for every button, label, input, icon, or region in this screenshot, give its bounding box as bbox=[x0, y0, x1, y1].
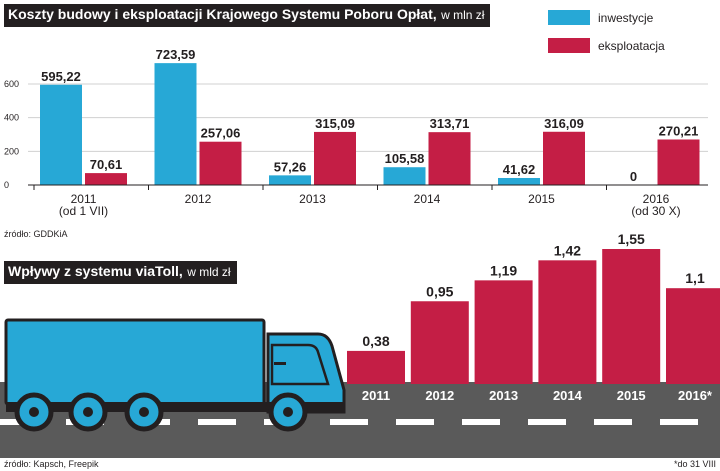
operation-bar-2013 bbox=[314, 131, 356, 185]
operation-value-label: 316,09 bbox=[544, 116, 584, 131]
viatoll-value-label: 1,55 bbox=[618, 231, 645, 247]
viatoll-year-label: 2013 bbox=[489, 388, 518, 403]
legend-label: eksploatacja bbox=[598, 39, 665, 53]
operation-value-label: 270,21 bbox=[659, 123, 699, 138]
truck-chassis bbox=[6, 402, 344, 412]
investment-bar-2015 bbox=[498, 177, 540, 185]
operation-bar-2012 bbox=[199, 141, 242, 185]
investment-value-label: 723,59 bbox=[156, 47, 196, 62]
x-category-label: 2013 bbox=[299, 192, 326, 206]
operation-bar-2016 bbox=[657, 139, 700, 185]
x-category-label: 2015 bbox=[528, 192, 555, 206]
viatoll-value-label: 1,42 bbox=[554, 242, 581, 258]
operation-value-label: 313,71 bbox=[430, 116, 470, 131]
legend-swatch bbox=[548, 10, 590, 25]
truck-window bbox=[270, 343, 330, 386]
top-chart-title: Koszty budowy i eksploatacji Krajowego S… bbox=[4, 4, 491, 27]
legend-label: inwestycje bbox=[598, 11, 654, 25]
y-tick-label: 400 bbox=[4, 113, 19, 123]
operation-value-label: 257,06 bbox=[201, 126, 241, 141]
y-tick-label: 600 bbox=[4, 79, 19, 89]
investment-bar-2013 bbox=[269, 175, 311, 185]
x-category-label: 2016 bbox=[643, 192, 670, 206]
investment-value-label: 0 bbox=[630, 169, 637, 184]
investment-bar-2014 bbox=[383, 167, 426, 185]
truck-hub bbox=[283, 407, 293, 417]
viatoll-value-label: 0,95 bbox=[426, 283, 453, 299]
investment-bar-2011 bbox=[40, 84, 82, 185]
viatoll-value-label: 1,19 bbox=[490, 262, 517, 278]
viatoll-bar-2011 bbox=[347, 350, 405, 384]
truck-hub bbox=[83, 407, 93, 417]
viatoll-year-label: 2015 bbox=[617, 388, 646, 403]
viatoll-year-label: 2011 bbox=[362, 388, 390, 403]
viatoll-year-label: 2016* bbox=[678, 388, 713, 403]
bottom-chart-title: Wpływy z systemu viaToll, w mld zł bbox=[4, 261, 237, 284]
y-tick-label: 0 bbox=[4, 180, 9, 190]
top-source: źródło: GDDKiA bbox=[4, 229, 68, 239]
investment-bar-2012 bbox=[154, 63, 197, 185]
viatoll-bar-2012 bbox=[410, 301, 469, 384]
viatoll-bar-2014 bbox=[538, 260, 597, 384]
viatoll-year-label: 2012 bbox=[425, 388, 454, 403]
operation-value-label: 70,61 bbox=[90, 157, 123, 172]
x-category-label: (od 1 VII) bbox=[59, 204, 108, 218]
truck-hub bbox=[29, 407, 39, 417]
operation-bar-2011 bbox=[85, 173, 127, 185]
viatoll-value-label: 0,38 bbox=[362, 333, 389, 349]
viatoll-bar-2013 bbox=[474, 280, 533, 384]
operation-value-label: 315,09 bbox=[315, 116, 355, 131]
cost-chart: 0 200 400 600 595,22 70,61 2011(od 1 VII) 723,5… bbox=[4, 10, 708, 218]
x-category-label: 2014 bbox=[414, 192, 441, 206]
bottom-footnote: *do 31 VIII bbox=[673, 459, 716, 469]
investment-value-label: 595,22 bbox=[41, 69, 81, 84]
operation-bar-2014 bbox=[428, 132, 471, 185]
viatoll-bar-2016* bbox=[666, 288, 720, 384]
investment-value-label: 57,26 bbox=[274, 159, 307, 174]
legend-swatch bbox=[548, 38, 590, 53]
x-category-label: (od 30 X) bbox=[631, 204, 680, 218]
x-category-label: 2011 bbox=[71, 192, 97, 206]
viatoll-value-label: 1,1 bbox=[685, 270, 705, 286]
viatoll-bar-2015 bbox=[602, 249, 661, 384]
truck-door-handle bbox=[274, 362, 286, 365]
truck-trailer bbox=[4, 318, 266, 406]
y-tick-label: 200 bbox=[4, 146, 19, 156]
investment-value-label: 41,62 bbox=[503, 162, 536, 177]
investment-value-label: 105,58 bbox=[385, 151, 425, 166]
truck-hub bbox=[139, 407, 149, 417]
viatoll-year-label: 2014 bbox=[553, 388, 583, 403]
truck-illustration bbox=[4, 318, 346, 432]
x-category-label: 2012 bbox=[185, 192, 212, 206]
bottom-source: źródło: Kapsch, Freepik bbox=[4, 459, 99, 469]
operation-bar-2015 bbox=[543, 131, 585, 185]
